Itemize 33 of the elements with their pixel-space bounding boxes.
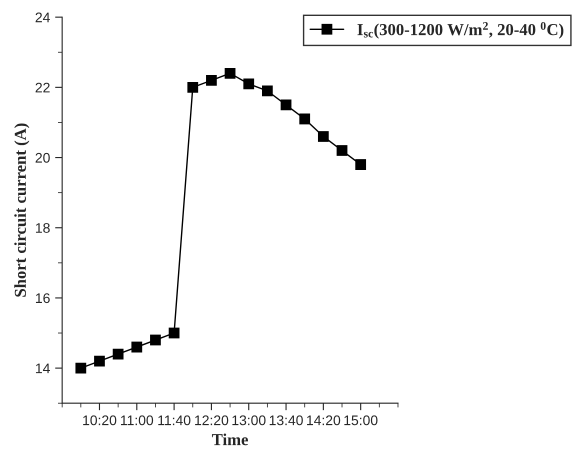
x-tick-label: 12:20 xyxy=(195,415,228,426)
y-tick-label: 24 xyxy=(36,12,50,22)
point xyxy=(131,342,142,352)
y-tick-label: 16 xyxy=(36,293,50,304)
y-tick-label: 20 xyxy=(36,152,50,163)
point xyxy=(262,85,273,96)
point xyxy=(355,159,366,170)
y-tick-label: 22 xyxy=(36,82,50,92)
point xyxy=(75,362,86,374)
y-tick-label: 18 xyxy=(36,223,50,233)
x-tick-label: 15:00 xyxy=(344,415,378,426)
point xyxy=(224,68,236,79)
y-tick-label: 14 xyxy=(36,364,50,374)
point xyxy=(318,131,329,142)
x-tick-label: 10:20 xyxy=(83,415,116,426)
point xyxy=(94,356,105,366)
point xyxy=(299,114,310,124)
point xyxy=(280,100,292,110)
point xyxy=(168,328,180,338)
point xyxy=(243,78,254,90)
x-tick-label: 13:00 xyxy=(232,415,266,426)
point xyxy=(336,145,348,156)
point xyxy=(206,74,217,86)
x-tick-label: 13:40 xyxy=(270,415,303,426)
point xyxy=(112,348,124,360)
x-tick-label: 11:40 xyxy=(158,415,190,426)
legend-label: I$_{sc}$(300-1200 W/m$^{2}$, 20-40 $^{0}$C) xyxy=(357,22,564,39)
x-tick-label: 14:20 xyxy=(307,415,340,426)
x-tick-label: 11:00 xyxy=(120,415,154,426)
point xyxy=(187,82,198,93)
point xyxy=(150,334,161,346)
x-axis-title: Time xyxy=(212,434,248,446)
y-axis-title: Short circuit current (A) xyxy=(14,124,30,297)
